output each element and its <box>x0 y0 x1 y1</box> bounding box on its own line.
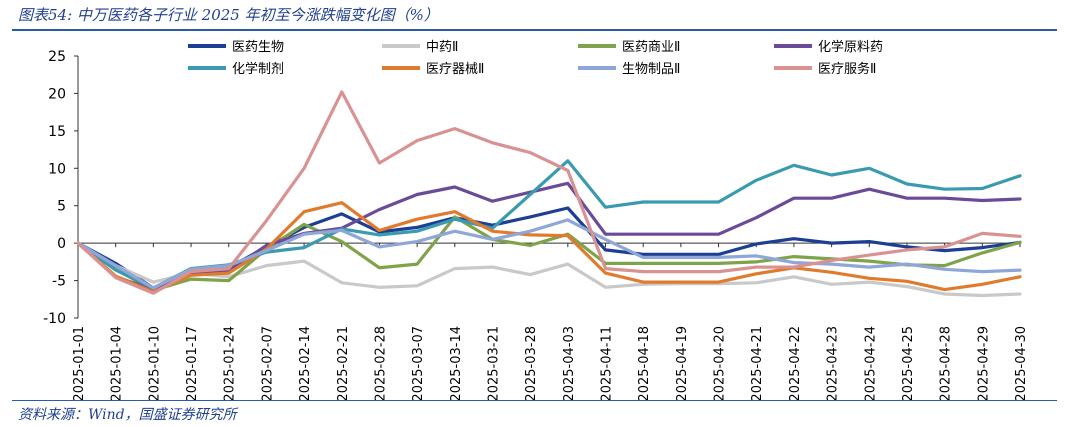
legend-label: 医疗服务Ⅱ <box>818 61 876 77</box>
x-tick-label: 2025-01-04 <box>110 326 125 402</box>
series-line-4 <box>76 181 1022 292</box>
x-tick-label: 2025-02-21 <box>336 326 351 402</box>
legend-label: 医药生物 <box>232 40 284 55</box>
x-tick-label: 2025-04-29 <box>976 326 991 402</box>
legend-label: 医疗器械Ⅱ <box>426 62 484 77</box>
legend-label: 化学制剂 <box>232 61 284 77</box>
series-layer <box>76 90 1022 298</box>
x-tick-label: 2025-03-28 <box>524 326 539 402</box>
source-note: 资料来源：Wind，国盛证券研究所 <box>18 407 237 423</box>
x-tick-label: 2025-04-25 <box>901 326 916 402</box>
x-tick-label: 2025-04-30 <box>1014 326 1029 402</box>
chart-axes: -10 -5 0 5 10 15 20 25 2025-01-01 2025-01-04 2025-… <box>43 49 1029 402</box>
x-tick-label: 2025-04-03 <box>562 326 577 402</box>
legend-label: 化学原料药 <box>818 39 883 55</box>
x-tick-label: 2025-04-19 <box>675 326 690 402</box>
x-tick-label: 2025-04-21 <box>750 326 765 402</box>
x-tick-label: 2025-03-14 <box>449 326 464 402</box>
x-tick-label: 2025-04-24 <box>863 326 878 402</box>
x-tick-label: 2025-04-11 <box>600 326 615 402</box>
legend-label: 医药商业Ⅱ <box>622 40 680 55</box>
y-tick-label: 25 <box>48 49 66 65</box>
x-tick-label: 2025-03-07 <box>411 326 426 402</box>
x-tick-label: 2025-01-10 <box>147 326 162 402</box>
x-tick-label: 2025-02-14 <box>298 326 313 402</box>
y-tick-label: -5 <box>52 274 66 290</box>
y-tick-label: -10 <box>43 311 66 327</box>
series-line-8 <box>76 90 1022 295</box>
x-tick-label: 2025-01-17 <box>185 326 200 402</box>
x-tick-label: 2025-04-28 <box>939 326 954 402</box>
legend-label: 生物制品Ⅱ <box>622 62 680 77</box>
y-tick-label: 0 <box>57 236 66 252</box>
series-line-6 <box>76 201 1022 294</box>
y-tick-label: 10 <box>48 161 66 177</box>
x-tick-label: 2025-04-18 <box>637 326 652 402</box>
legend-label: 中药Ⅱ <box>426 40 458 55</box>
source-divider <box>12 400 1057 401</box>
chart-title: 图表54: 中万医药各子行业 2025 年初至今涨跌幅变化图（%） <box>18 6 439 24</box>
series-line-3 <box>76 215 1022 292</box>
y-tick-label: 5 <box>57 199 66 215</box>
x-tick-label: 2025-03-21 <box>486 326 501 402</box>
x-tick-label: 2025-02-28 <box>373 326 388 402</box>
x-tick-label: 2025-02-07 <box>260 326 275 402</box>
x-tick-label: 2025-04-22 <box>788 326 803 402</box>
title-divider <box>12 29 1057 31</box>
y-tick-label: 15 <box>48 124 66 140</box>
x-tick-label: 2025-01-01 <box>72 326 87 402</box>
x-tick-label: 2025-04-20 <box>713 326 728 402</box>
x-tick-label: 2025-04-23 <box>826 326 841 402</box>
x-tick-label: 2025-01-24 <box>223 326 238 402</box>
y-tick-label: 20 <box>48 86 66 102</box>
